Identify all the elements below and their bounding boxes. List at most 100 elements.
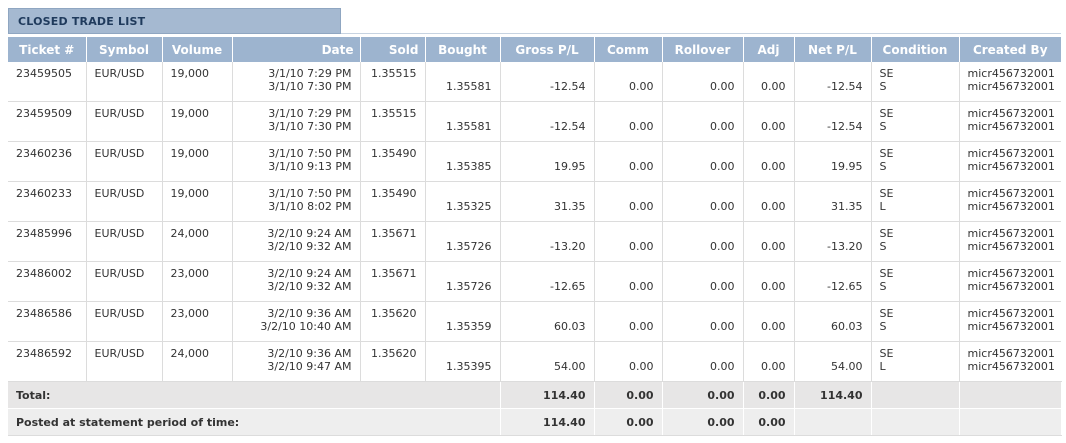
cell-condition: SE S (871, 62, 960, 102)
condition-open: SE (879, 347, 894, 360)
open-date: 3/1/10 7:29 PM (268, 67, 352, 80)
col-header-symbol[interactable]: Symbol (86, 37, 163, 62)
symbol-value: EUR/USD (94, 67, 145, 80)
close-date: 3/2/10 9:32 AM (267, 240, 352, 253)
rollover-value: 0.00 (710, 200, 735, 213)
posted-condition (871, 408, 960, 436)
cell-bought: 1.35325 (425, 181, 501, 222)
cell-date: 3/1/10 7:29 PM 3/1/10 7:30 PM (232, 101, 361, 142)
table-row: 23460236 EUR/USD 19,000 3/1/10 7:50 PM 3/1/1… (8, 141, 1061, 182)
close-date: 3/2/10 9:32 AM (267, 280, 352, 293)
close-date: 3/2/10 10:40 AM (260, 320, 352, 333)
rollover-value: 0.00 (710, 160, 735, 173)
cell-net-pl: 31.35 (794, 181, 872, 222)
cell-created-by: micr456732001 micr456732001 (959, 181, 1061, 222)
net-pl-value: 60.03 (831, 320, 863, 333)
bought-value: 1.35726 (446, 240, 492, 253)
table-row: 23485996 EUR/USD 24,000 3/2/10 9:24 AM 3/2/1… (8, 221, 1061, 262)
cell-net-pl: 54.00 (794, 341, 872, 382)
cell-symbol: EUR/USD (86, 181, 163, 222)
tab-divider (341, 33, 1061, 34)
created-by-open: micr456732001 (967, 187, 1055, 200)
gross-pl-value: -13.20 (550, 240, 586, 253)
created-by-open: micr456732001 (967, 347, 1055, 360)
col-header-adj[interactable]: Adj (743, 37, 795, 62)
bought-value: 1.35385 (446, 160, 492, 173)
cell-adj: 0.00 (743, 341, 795, 382)
volume-value: 19,000 (170, 67, 210, 80)
cell-ticket: 23460236 (8, 141, 87, 182)
volume-value: 24,000 (170, 347, 210, 360)
cell-adj: 0.00 (743, 181, 795, 222)
open-date: 3/1/10 7:29 PM (268, 107, 352, 120)
cell-comm: 0.00 (594, 221, 663, 262)
ticket-value: 23486586 (16, 307, 72, 320)
cell-volume: 24,000 (162, 341, 233, 382)
col-header-comm[interactable]: Comm (594, 37, 663, 62)
cell-date: 3/1/10 7:29 PM 3/1/10 7:30 PM (232, 62, 361, 102)
col-header-gross-pl[interactable]: Gross P/L (500, 37, 595, 62)
net-pl-value: -13.20 (827, 240, 863, 253)
posted-adj: 0.00 (743, 408, 795, 436)
total-row: Total: 114.40 0.00 0.00 0.00 114.40 (8, 381, 1062, 409)
cell-sold: 1.35620 (360, 301, 426, 342)
col-header-date[interactable]: Date (232, 37, 361, 62)
adj-value: 0.00 (761, 240, 786, 253)
cell-bought: 1.35395 (425, 341, 501, 382)
ticket-value: 23486592 (16, 347, 72, 360)
created-by-open: micr456732001 (967, 267, 1055, 280)
col-header-sold[interactable]: Sold (360, 37, 426, 62)
cell-comm: 0.00 (594, 62, 663, 102)
ticket-value: 23460233 (16, 187, 72, 200)
bought-value: 1.35581 (446, 80, 492, 93)
created-by-close: micr456732001 (967, 320, 1055, 333)
cell-date: 3/2/10 9:24 AM 3/2/10 9:32 AM (232, 221, 361, 262)
bought-value: 1.35395 (446, 360, 492, 373)
comm-value: 0.00 (629, 120, 654, 133)
cell-sold: 1.35671 (360, 261, 426, 302)
cell-volume: 24,000 (162, 221, 233, 262)
cell-symbol: EUR/USD (86, 101, 163, 142)
condition-close: S (879, 120, 887, 133)
total-condition (871, 381, 960, 409)
ticket-value: 23460236 (16, 147, 72, 160)
sold-value: 1.35515 (371, 107, 417, 120)
cell-gross-pl: 60.03 (500, 301, 595, 342)
cell-volume: 23,000 (162, 301, 233, 342)
close-date: 3/1/10 9:13 PM (268, 160, 352, 173)
cell-symbol: EUR/USD (86, 261, 163, 302)
comm-value: 0.00 (629, 240, 654, 253)
gross-pl-value: 31.35 (554, 200, 586, 213)
section-title: CLOSED TRADE LIST (18, 15, 146, 28)
symbol-value: EUR/USD (94, 347, 145, 360)
cell-ticket: 23459509 (8, 101, 87, 142)
table-row: 23486002 EUR/USD 23,000 3/2/10 9:24 AM 3/2/1… (8, 261, 1061, 302)
col-header-rollover[interactable]: Rollover (662, 37, 744, 62)
cell-ticket: 23486586 (8, 301, 87, 342)
net-pl-value: 19.95 (831, 160, 863, 173)
cell-adj: 0.00 (743, 221, 795, 262)
condition-close: L (879, 200, 886, 213)
posted-net-pl (794, 408, 872, 436)
col-header-condition[interactable]: Condition (871, 37, 960, 62)
gross-pl-value: 54.00 (554, 360, 586, 373)
cell-symbol: EUR/USD (86, 141, 163, 182)
col-header-bought[interactable]: Bought (425, 37, 501, 62)
condition-open: SE (879, 227, 894, 240)
col-header-ticket[interactable]: Ticket # (8, 37, 87, 62)
col-header-volume[interactable]: Volume (162, 37, 233, 62)
net-pl-value: 54.00 (831, 360, 863, 373)
cell-adj: 0.00 (743, 261, 795, 302)
close-date: 3/1/10 7:30 PM (268, 80, 352, 93)
col-header-net-pl[interactable]: Net P/L (794, 37, 872, 62)
created-by-open: micr456732001 (967, 67, 1055, 80)
cell-rollover: 0.00 (662, 141, 744, 182)
sold-value: 1.35671 (371, 227, 417, 240)
comm-value: 0.00 (629, 280, 654, 293)
bought-value: 1.35726 (446, 280, 492, 293)
col-header-created-by[interactable]: Created By (959, 37, 1061, 62)
cell-symbol: EUR/USD (86, 221, 163, 262)
cell-date: 3/1/10 7:50 PM 3/1/10 9:13 PM (232, 141, 361, 182)
gross-pl-value: -12.54 (550, 120, 586, 133)
cell-net-pl: -12.54 (794, 101, 872, 142)
